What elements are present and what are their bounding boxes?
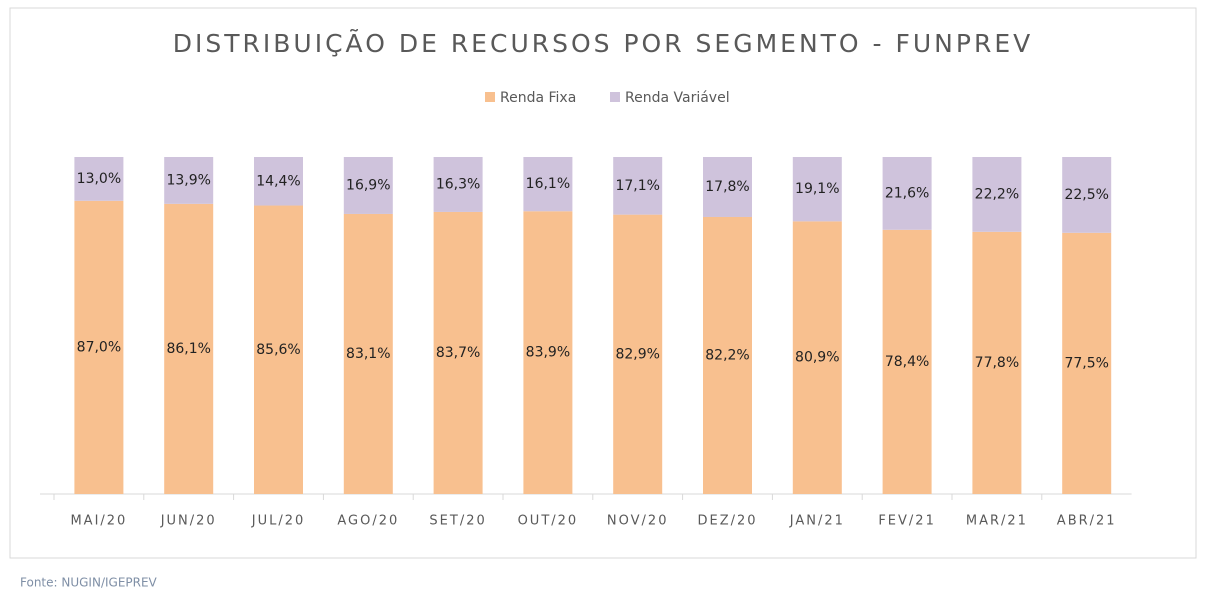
bar-segment xyxy=(74,200,124,494)
data-label: 87,0% xyxy=(77,339,121,355)
data-label: 78,4% xyxy=(885,354,929,370)
x-tick-label: ABR/21 xyxy=(1057,514,1117,529)
data-label: 13,0% xyxy=(77,171,121,187)
x-tick-label: MAI/20 xyxy=(70,514,127,529)
data-label: 82,2% xyxy=(705,347,749,363)
x-tick-label: SET/20 xyxy=(429,514,486,529)
data-label: 83,1% xyxy=(346,346,390,362)
bar-segment xyxy=(523,157,573,212)
data-label: 83,9% xyxy=(526,345,570,361)
bar-segment xyxy=(254,205,303,494)
data-label: 14,4% xyxy=(256,173,300,189)
x-tick-label: NOV/20 xyxy=(607,514,669,529)
data-label: 83,7% xyxy=(436,345,480,361)
bar-segment xyxy=(254,157,303,206)
data-label: 82,9% xyxy=(615,346,659,362)
legend-swatch xyxy=(610,92,620,102)
bar-segment xyxy=(613,157,663,215)
bar-segment xyxy=(972,231,1022,494)
data-label: 16,9% xyxy=(346,177,390,193)
x-tick-label: AGO/20 xyxy=(337,514,399,529)
data-label: 16,3% xyxy=(436,176,480,192)
legend-swatch xyxy=(485,92,495,102)
bar-segment xyxy=(1062,157,1112,233)
data-label: 86,1% xyxy=(166,341,210,357)
bar-segment xyxy=(792,157,842,222)
x-tick-label: JUN/20 xyxy=(160,514,217,529)
data-label: 77,5% xyxy=(1064,355,1108,371)
legend-label: Renda Fixa xyxy=(500,90,576,106)
data-label: 85,6% xyxy=(256,342,300,358)
bar-segment xyxy=(343,157,393,214)
x-tick-label: MAR/21 xyxy=(966,514,1028,529)
x-tick-label: JUL/20 xyxy=(251,514,306,529)
bar-segment xyxy=(703,216,752,494)
bar-segment xyxy=(74,157,124,201)
bar-segment xyxy=(703,157,752,217)
x-tick-label: FEV/21 xyxy=(878,514,936,529)
data-label: 19,1% xyxy=(795,181,839,197)
data-label: 13,9% xyxy=(166,172,210,188)
bar-segment xyxy=(433,157,483,212)
bar-segment xyxy=(882,229,932,495)
data-label: 80,9% xyxy=(795,350,839,366)
data-label: 16,1% xyxy=(526,176,570,192)
bar-segment xyxy=(972,157,1022,232)
data-label: 77,8% xyxy=(975,355,1019,371)
chart-title: DISTRIBUIÇÃO DE RECURSOS POR SEGMENTO - … xyxy=(173,28,1033,58)
x-tick-label: DEZ/20 xyxy=(697,514,757,529)
bar-segment xyxy=(882,157,932,230)
bar-segment xyxy=(343,213,393,494)
bar-segment xyxy=(613,214,663,494)
legend-label: Renda Variável xyxy=(625,90,730,106)
bar-segment xyxy=(433,211,483,494)
source: Fonte: NUGIN/IGEPREV xyxy=(20,576,158,590)
x-tick-label: JAN/21 xyxy=(789,514,845,529)
data-label: 21,6% xyxy=(885,185,929,201)
bar-segment xyxy=(523,211,573,494)
data-label: 17,8% xyxy=(705,179,749,195)
data-label: 22,2% xyxy=(975,186,1019,202)
x-tick-label: OUT/20 xyxy=(518,514,579,529)
bar-segment xyxy=(164,157,214,204)
bar-segment xyxy=(164,203,214,494)
bar-segment xyxy=(1062,232,1112,494)
data-label: 17,1% xyxy=(615,178,659,194)
bar-segment xyxy=(792,221,842,494)
data-label: 22,5% xyxy=(1064,187,1108,203)
